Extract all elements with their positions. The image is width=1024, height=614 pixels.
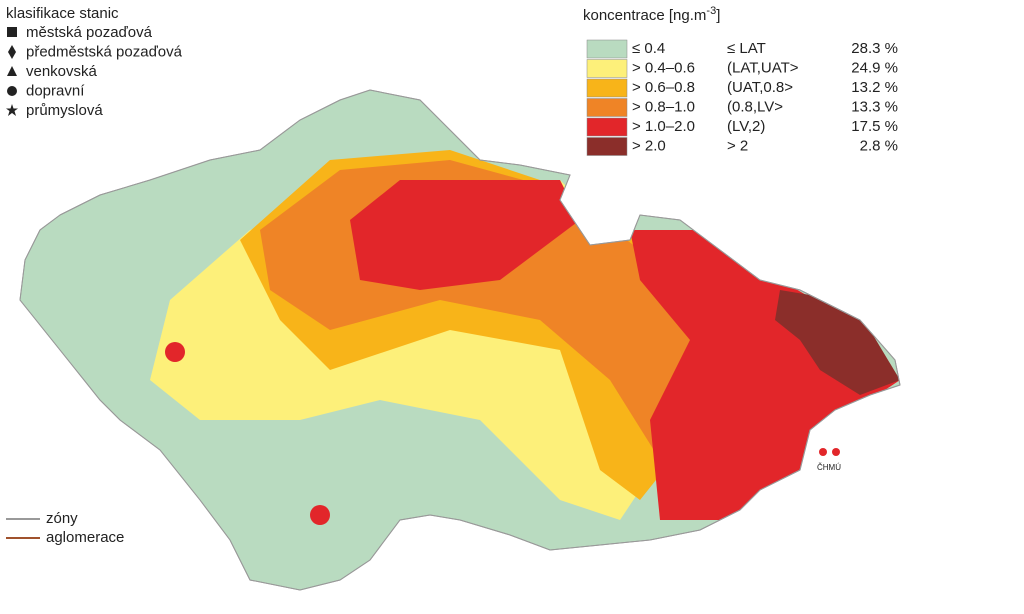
legend-swatch [586,137,628,156]
legend-class: ≤ LAT [727,40,766,57]
legend-class: (LV,2) [727,118,765,135]
legend-range: ≤ 0.4 [632,40,665,57]
legend-percent: 13.2 % [851,79,898,96]
symbol [7,27,17,37]
legend-swatch [586,117,628,137]
legend-swatch [586,39,628,59]
symbol [7,86,17,96]
legend-item: venkovská [26,63,98,80]
legend-range: > 0.8–1.0 [632,98,695,115]
legend-item: předměstská pozaďová [26,43,183,60]
legend-percent: 13.3 % [851,98,898,115]
legend-class: > 2 [727,137,748,154]
legend-item: průmyslová [26,102,103,119]
legend-percent: 2.8 % [860,137,898,154]
map-region [165,342,185,362]
map-region [775,290,900,395]
map-region [350,180,580,290]
legend-swatch [586,98,628,117]
legend-swatch [586,59,628,78]
legend-percent: 17.5 % [851,118,898,135]
legend-swatch [586,78,628,98]
legend-range: > 0.6–0.8 [632,79,695,96]
map-region [630,230,900,520]
legend-range: > 2.0 [632,137,666,154]
logo: ČHMÚ [817,463,841,472]
legend-item: dopravní [26,82,85,99]
border [19,89,901,591]
legend-title: klasifikace stanic [6,5,119,22]
legend-range: > 0.4–0.6 [632,59,695,76]
symbol [6,104,18,116]
legend-percent: 24.9 % [851,59,898,76]
legend-range: > 1.0–2.0 [632,118,695,135]
legend-item: zóny [46,510,78,527]
logo-mark [832,448,840,456]
legend-percent: 28.3 % [851,40,898,57]
symbol [7,66,17,76]
legend-title: koncentrace [ng.m-3] [583,5,720,24]
logo-mark [819,448,827,456]
legend-class: (LAT,UAT> [727,59,799,76]
legend-class: (UAT,0.8> [727,79,793,96]
legend-class: (0.8,LV> [727,98,783,115]
legend-item: městská pozaďová [26,24,153,41]
legend-item: aglomerace [46,529,124,546]
symbol [8,45,16,59]
map-region [310,505,330,525]
